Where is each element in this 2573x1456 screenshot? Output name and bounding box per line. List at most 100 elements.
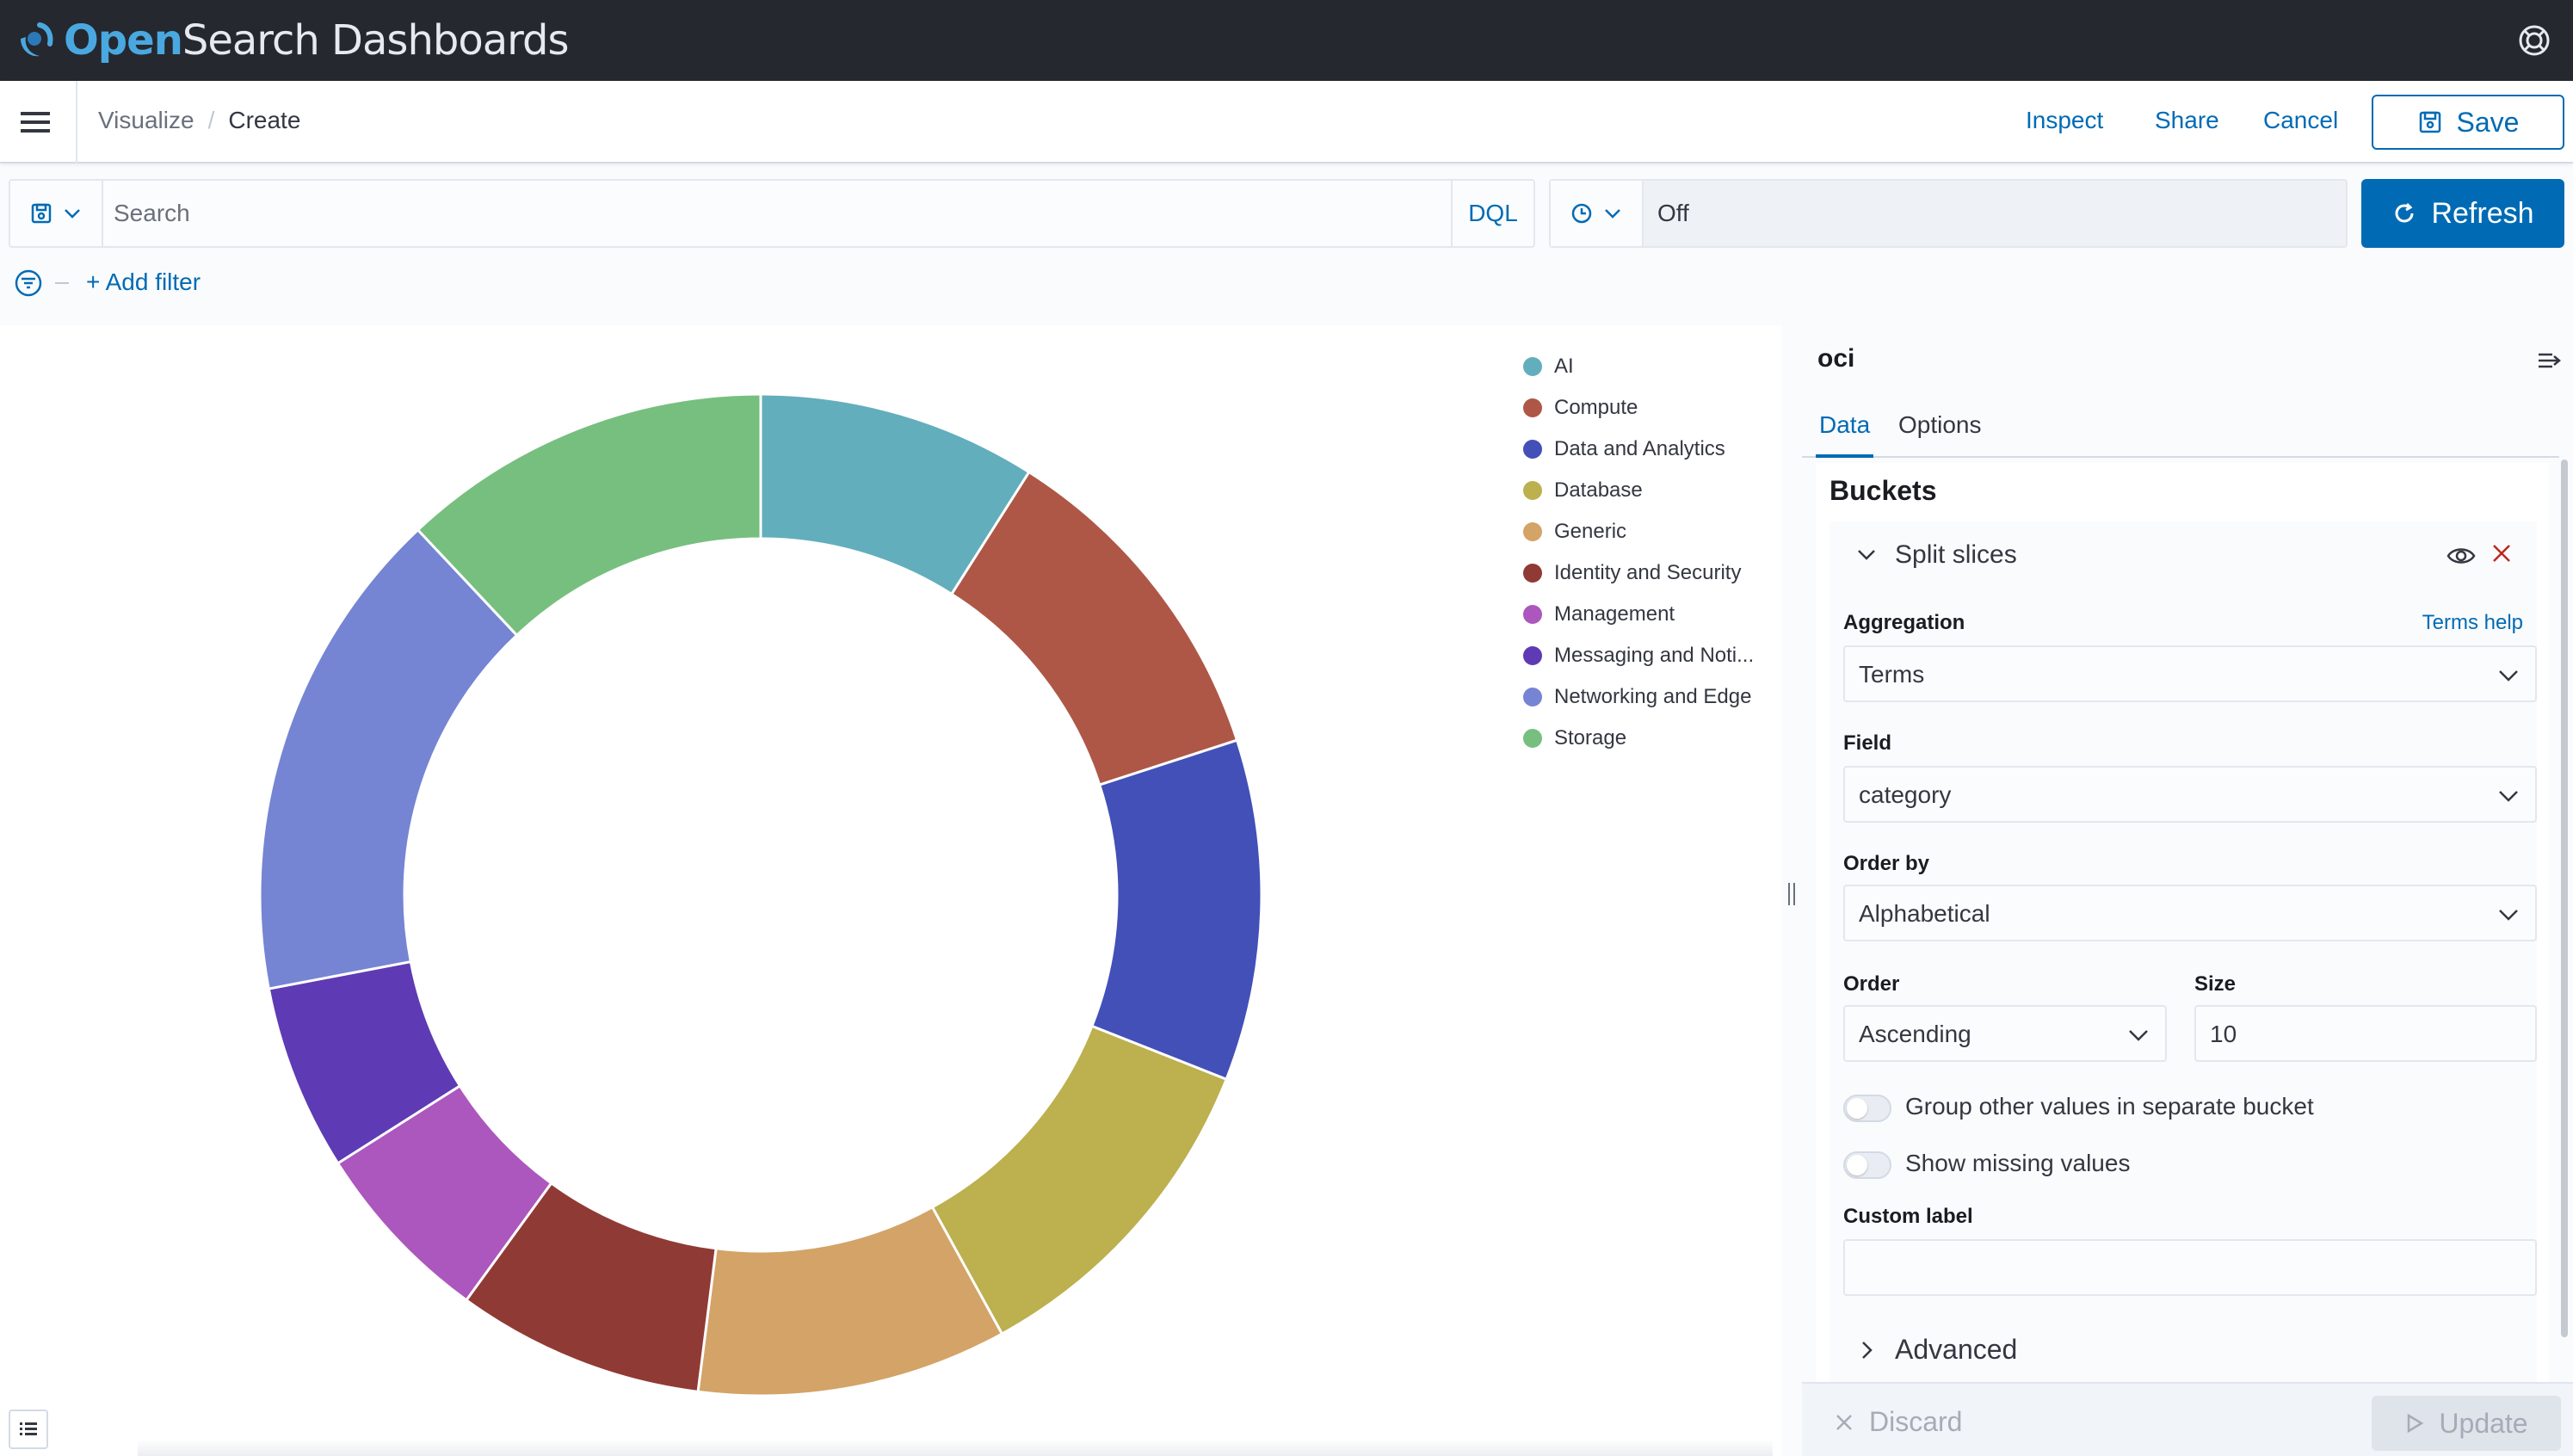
chevron-down-icon [1605, 209, 1620, 219]
legend-item[interactable]: AI [1523, 346, 1754, 387]
field-select[interactable]: category [1843, 766, 2537, 823]
donut-slice-networking-and-edge[interactable] [258, 527, 519, 990]
cancel-button[interactable]: Cancel [2263, 107, 2339, 133]
legend-label: AI [1554, 355, 1574, 378]
split-slices-header[interactable]: Split slices [1829, 521, 2537, 589]
size-input[interactable]: 10 [2194, 1005, 2537, 1062]
toggle-knob [1847, 1098, 1867, 1119]
update-button[interactable]: Update [2372, 1396, 2561, 1451]
legend-item[interactable]: Identity and Security [1523, 552, 1754, 594]
refresh-button[interactable]: Refresh [2361, 179, 2564, 248]
chevron-right-icon [1862, 1342, 1873, 1359]
help-icon[interactable] [2516, 22, 2552, 59]
chart-legend: AI Compute Data and Analytics Database Gener… [1523, 346, 1754, 759]
chevron-down-icon [2499, 670, 2518, 682]
eye-icon[interactable] [2446, 540, 2477, 571]
chevron-down-icon [65, 209, 80, 219]
quick-time-button[interactable] [1551, 181, 1644, 246]
search-input[interactable]: Search [114, 200, 190, 226]
list-icon [20, 1422, 37, 1435]
legend-toggle-button[interactable] [9, 1410, 48, 1449]
sidebar-tabs: Data Options [1802, 403, 2559, 458]
legend-item[interactable]: Database [1523, 470, 1754, 511]
bottom-shadow [138, 1439, 1773, 1456]
aggregation-label: Aggregation [1843, 611, 1965, 634]
advanced-toggle[interactable]: Advanced [1829, 1322, 2537, 1382]
filter-divider [55, 282, 69, 284]
aggregation-value: Terms [1859, 661, 1925, 688]
aggregation-select[interactable]: Terms [1843, 645, 2537, 702]
clock-icon [1571, 203, 1592, 224]
legend-swatch [1523, 357, 1542, 376]
inspect-button[interactable]: Inspect [2026, 107, 2104, 133]
breadcrumb-visualize[interactable]: Visualize [98, 107, 194, 133]
brand-name: OpenSearch Dashboards [64, 16, 570, 65]
legend-swatch [1523, 564, 1542, 583]
brand-logo[interactable]: OpenSearch Dashboards [14, 16, 570, 65]
order-by-label: Order by [1843, 852, 1930, 875]
discard-button[interactable]: Discard [1833, 1406, 1962, 1438]
chevron-down-icon [2499, 791, 2518, 802]
legend-label: Data and Analytics [1554, 437, 1725, 460]
legend-item[interactable]: Networking and Edge [1523, 676, 1754, 718]
save-icon [31, 203, 52, 224]
query-language-button[interactable]: DQL [1451, 181, 1533, 246]
visualization-area: AI Compute Data and Analytics Database Gener… [0, 325, 1781, 1456]
order-label: Order [1843, 972, 1900, 996]
order-select[interactable]: Ascending [1843, 1005, 2167, 1062]
order-by-select[interactable]: Alphabetical [1843, 885, 2537, 941]
legend-label: Identity and Security [1554, 561, 1742, 584]
terms-help-link[interactable]: Terms help [2422, 611, 2523, 634]
query-bar: Search DQL [9, 179, 1535, 248]
collapse-sidebar-icon[interactable] [2535, 346, 2564, 375]
legend-label: Networking and Edge [1554, 685, 1752, 708]
brand-rest: Search Dashboards [182, 16, 570, 65]
resize-handle[interactable] [1786, 883, 1797, 905]
tab-options[interactable]: Options [1898, 411, 1982, 438]
legend-item[interactable]: Messaging and Noti... [1523, 635, 1754, 676]
legend-item[interactable]: Management [1523, 594, 1754, 635]
save-icon [2419, 111, 2440, 133]
opensearch-logo-icon [21, 22, 53, 57]
remove-bucket-icon[interactable] [2489, 540, 2514, 566]
chevron-down-icon[interactable] [1854, 542, 1879, 568]
breadcrumb: Visualize / Create [98, 107, 300, 134]
sidebar-scrollbar[interactable] [2561, 460, 2568, 1337]
bucket-split-slices: Split slices Aggregation Terms help Term… [1829, 521, 2537, 1382]
legend-item[interactable]: Generic [1523, 511, 1754, 552]
group-other-toggle[interactable] [1843, 1095, 1891, 1122]
split-slices-label: Split slices [1895, 540, 2017, 569]
hamburger-menu-icon[interactable] [17, 103, 55, 141]
legend-item[interactable]: Data and Analytics [1523, 429, 1754, 470]
donut-slice-data-and-analytics[interactable] [1089, 738, 1263, 1082]
add-filter-button[interactable]: + Add filter [86, 268, 201, 295]
custom-label-label: Custom label [1843, 1205, 1973, 1228]
share-button[interactable]: Share [2155, 107, 2219, 133]
show-missing-label: Show missing values [1905, 1150, 2131, 1176]
legend-label: Generic [1554, 520, 1627, 543]
donut-slice-storage[interactable] [416, 392, 762, 638]
tab-data[interactable]: Data [1816, 411, 1874, 458]
nav-bar: Visualize / Create Inspect Share Cancel … [0, 81, 2573, 163]
time-value: Off [1657, 200, 1689, 226]
filter-icon[interactable] [14, 268, 43, 298]
legend-label: Management [1554, 602, 1675, 626]
legend-swatch [1523, 481, 1542, 500]
legend-item[interactable]: Compute [1523, 387, 1754, 429]
refresh-icon [2395, 202, 2414, 223]
legend-swatch [1523, 605, 1542, 624]
chevron-down-icon [2129, 1030, 2148, 1041]
legend-label: Database [1554, 478, 1643, 502]
legend-item[interactable]: Storage [1523, 718, 1754, 759]
toggle-knob [1847, 1155, 1867, 1175]
top-header: OpenSearch Dashboards [0, 0, 2573, 81]
breadcrumb-separator: / [207, 107, 215, 133]
breadcrumb-create: Create [228, 107, 301, 133]
saved-queries-button[interactable] [10, 181, 103, 246]
custom-label-input[interactable] [1843, 1239, 2537, 1296]
buckets-title: Buckets [1829, 475, 1937, 506]
show-missing-toggle[interactable] [1843, 1151, 1891, 1179]
save-button[interactable]: Save [2372, 95, 2564, 150]
time-picker[interactable]: Off [1549, 179, 2348, 248]
legend-swatch [1523, 646, 1542, 665]
